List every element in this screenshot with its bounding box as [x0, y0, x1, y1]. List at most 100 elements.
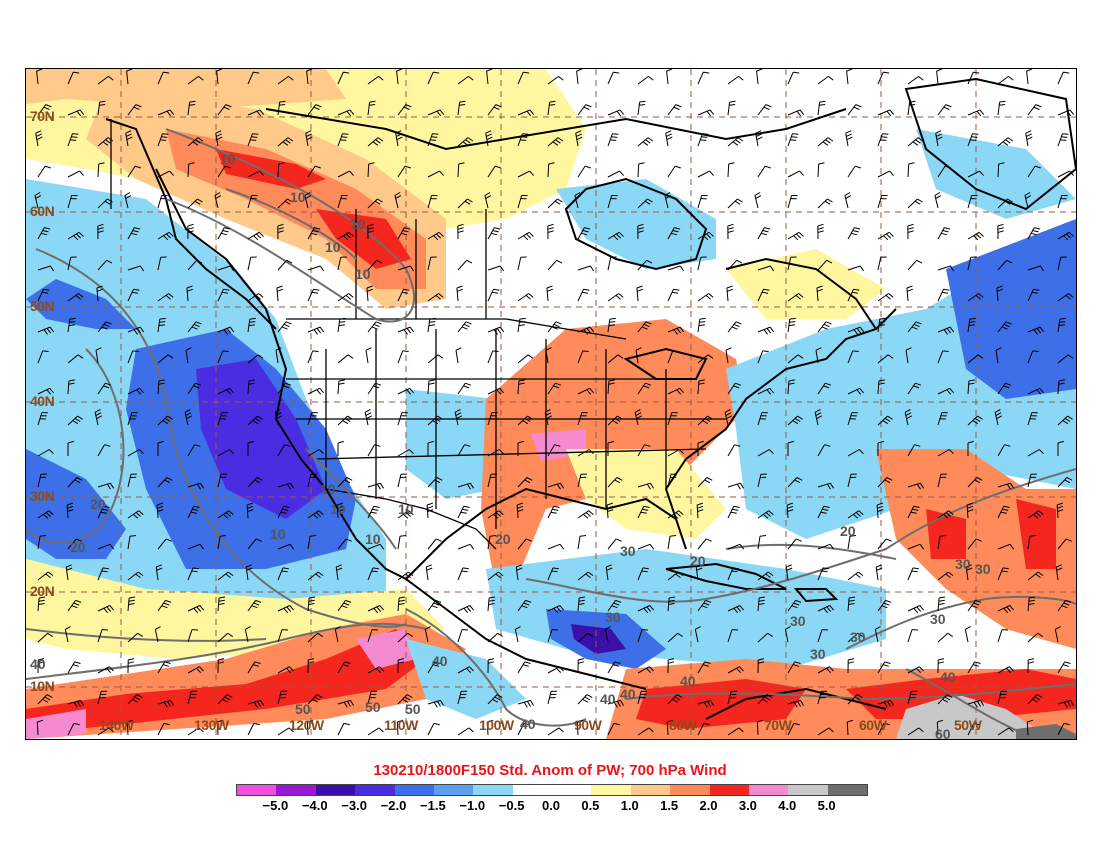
- colorbar-swatch: [748, 785, 789, 795]
- anom-blue2-west: [196, 359, 326, 519]
- lon-label: 70W: [764, 717, 792, 733]
- wind-barb: [487, 658, 495, 674]
- greenland: [904, 77, 1076, 211]
- contour-label: 10: [355, 266, 371, 282]
- wind-barb: [127, 535, 137, 550]
- wind-barb: [757, 104, 772, 116]
- wind-barb: [277, 543, 295, 550]
- wind-barb: [667, 165, 681, 178]
- wind-barb: [397, 350, 409, 364]
- wind-barb: [307, 326, 325, 335]
- wind-barb: [847, 632, 863, 643]
- wind-barb: [307, 510, 324, 519]
- alaska-coast: [105, 118, 277, 330]
- wind-barb: [247, 109, 265, 117]
- wind-barb: [667, 387, 684, 395]
- wind-barb: [157, 538, 172, 550]
- wind-barb: [96, 285, 103, 302]
- wind-barb: [847, 510, 864, 519]
- wind-barb: [457, 543, 475, 550]
- wind-barb: [307, 535, 317, 550]
- wind-barb: [67, 599, 82, 612]
- wind-barb: [487, 165, 501, 178]
- wind-barb: [517, 440, 524, 456]
- wind-barb: [787, 599, 802, 612]
- wind-barb: [247, 71, 260, 85]
- wind-barb: [187, 505, 200, 519]
- wind-barb: [487, 227, 501, 240]
- wind-barb: [217, 350, 229, 364]
- colorbar-label: 0.5: [581, 798, 600, 813]
- wind-barb: [337, 699, 355, 708]
- wind-barb: [967, 293, 984, 302]
- wind-barb: [817, 543, 835, 550]
- wind-barb: [937, 694, 953, 705]
- wind-barb: [127, 326, 145, 335]
- wind-barb: [396, 69, 403, 85]
- wind-barb: [997, 137, 1014, 147]
- colorbar-label: 3.0: [738, 798, 757, 813]
- wind-barb: [936, 69, 943, 85]
- wind-barb: [517, 379, 525, 395]
- wind-barb: [877, 231, 894, 241]
- wind-barb: [577, 326, 595, 335]
- colorbar-label: −0.5: [498, 798, 525, 813]
- wind-barb: [877, 415, 893, 426]
- contour-label: 10: [398, 501, 414, 517]
- wind-barb: [487, 449, 504, 457]
- wind-barb: [157, 256, 167, 271]
- wind-barb: [877, 699, 895, 708]
- lat-label: 40N: [30, 393, 55, 409]
- wind-barb: [967, 415, 983, 426]
- wind-barb: [67, 71, 80, 85]
- wind-barb: [67, 231, 84, 241]
- lon-label: 110W: [384, 717, 418, 733]
- wind-barb: [697, 440, 704, 456]
- wind-barb: [637, 259, 653, 271]
- wind-barb: [307, 165, 321, 178]
- wind-barb: [125, 130, 133, 147]
- wind-barb: [36, 719, 44, 736]
- wind-barb: [427, 170, 444, 178]
- wind-barb: [397, 473, 407, 488]
- wind-barb: [727, 690, 738, 705]
- wind-barb: [967, 354, 984, 364]
- wind-barb: [667, 571, 684, 581]
- wind-barb: [127, 227, 141, 240]
- wind-barb: [757, 265, 775, 272]
- colorbar-label: 4.0: [778, 798, 797, 813]
- wind-barb: [547, 444, 561, 457]
- wind-barb: [306, 719, 314, 736]
- wind-barb: [1027, 535, 1037, 550]
- wind-barb: [427, 133, 439, 147]
- wind-barb: [487, 265, 505, 272]
- wind-barb: [274, 409, 283, 426]
- wind-barb: [907, 223, 914, 240]
- wind-barb: [544, 409, 553, 426]
- wind-barb: [667, 350, 679, 364]
- contour-label: 40: [680, 673, 696, 689]
- wind-barb: [757, 571, 774, 581]
- wind-barb: [307, 227, 321, 240]
- wind-barb: [67, 379, 75, 395]
- wind-barb: [817, 605, 834, 614]
- wind-barb: [787, 699, 805, 708]
- wind-barb: [427, 71, 440, 85]
- wind-barb: [877, 133, 889, 147]
- pw-contour-line: [905, 668, 1037, 739]
- pw-contour-line: [35, 248, 407, 628]
- wind-barb: [757, 412, 768, 426]
- wind-barb: [217, 473, 227, 488]
- wind-barb: [967, 71, 980, 85]
- wind-barb: [1027, 288, 1040, 302]
- wind-barb: [397, 227, 411, 240]
- wind-barb: [217, 387, 234, 395]
- wind-barb: [247, 256, 257, 271]
- wind-barb: [217, 658, 225, 674]
- wind-barb: [967, 599, 982, 612]
- wind-barb: [127, 288, 140, 302]
- wind-barb: [247, 699, 265, 708]
- colorbar-label: −1.5: [420, 798, 446, 813]
- pw-anomaly-shading: [26, 69, 1076, 739]
- wind-barb: [817, 223, 824, 240]
